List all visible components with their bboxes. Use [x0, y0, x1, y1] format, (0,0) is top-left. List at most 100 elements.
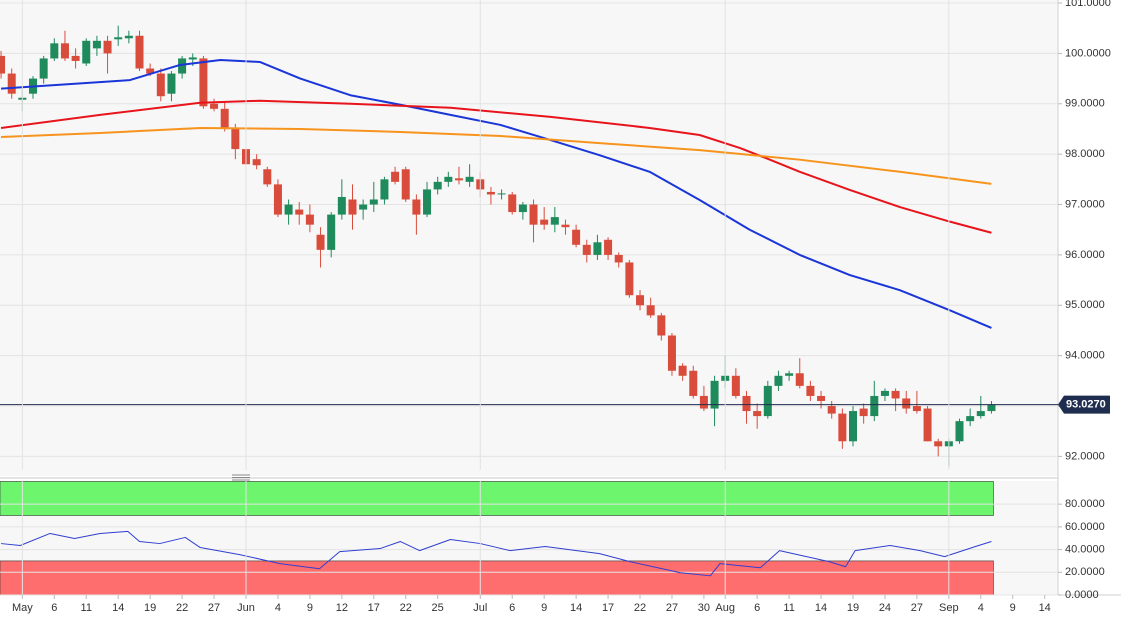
resize-handle[interactable]	[232, 474, 250, 481]
candle-body	[220, 108, 229, 129]
x-tick-label: 27	[911, 602, 923, 614]
candle-body	[785, 373, 794, 376]
candle-body	[146, 68, 155, 74]
x-tick-label: 17	[368, 602, 380, 614]
candle-body	[380, 179, 389, 200]
x-tick-label: Jun	[237, 602, 255, 614]
candle-body	[156, 73, 165, 97]
candle-body	[167, 73, 176, 94]
candle-body	[135, 35, 144, 69]
y-tick-label: 60.0000	[1065, 521, 1105, 533]
candle-body	[518, 204, 527, 213]
candle-body	[50, 43, 59, 59]
y-tick-label: 92.0000	[1065, 450, 1105, 462]
candle-body	[433, 181, 442, 190]
candle-body	[678, 365, 687, 376]
candle-body	[731, 375, 740, 396]
candle-body	[976, 411, 985, 417]
y-tick-label: 98.0000	[1065, 148, 1105, 160]
candle-body	[103, 40, 112, 54]
candle-body	[337, 196, 346, 215]
x-tick-label: 14	[112, 602, 124, 614]
candle-body	[550, 217, 559, 225]
y-tick-label: 99.0000	[1065, 98, 1105, 110]
candle-body	[7, 73, 16, 94]
candle-body	[699, 395, 708, 409]
x-tick-label: 14	[570, 602, 582, 614]
candle-body	[763, 385, 772, 417]
candle-body	[82, 40, 91, 64]
candle-body	[188, 57, 197, 60]
candle-body	[987, 404, 996, 412]
candle-body	[806, 385, 815, 396]
candle-body	[870, 395, 879, 417]
candle-body	[593, 242, 602, 255]
candle-body	[572, 229, 581, 245]
y-tick-label: 95.0000	[1065, 299, 1105, 311]
candle-body	[891, 390, 900, 399]
candle-body	[124, 35, 133, 39]
candle-body	[92, 40, 101, 49]
x-tick-label: 4	[275, 602, 281, 614]
candle-body	[114, 37, 123, 40]
y-tick-label: 100.0000	[1065, 47, 1111, 59]
candle-body	[561, 224, 570, 228]
candle-body	[508, 194, 517, 213]
line	[0, 99, 992, 234]
x-tick-label: 14	[1039, 602, 1051, 614]
candle-body	[497, 193, 506, 195]
line	[0, 58, 992, 329]
last-price-tag	[1058, 395, 1110, 414]
x-tick-label: 30	[698, 602, 710, 614]
zone	[0, 481, 994, 516]
y-tick-label: 40.0000	[1065, 543, 1105, 555]
candle-body	[60, 43, 69, 59]
x-tick-label: 6	[509, 602, 515, 614]
candle-body	[0, 55, 6, 74]
candle-body	[465, 176, 474, 182]
x-tick-label: Sep	[939, 602, 959, 614]
candle-body	[849, 411, 858, 442]
y-tick-label: 0.0000	[1065, 589, 1099, 601]
candle-body	[295, 209, 304, 215]
candle-body	[966, 416, 975, 422]
x-tick-label: Jul	[473, 602, 487, 614]
candle-body	[582, 244, 591, 255]
candle-body	[827, 406, 836, 414]
candle-body	[934, 441, 943, 447]
candle-body	[284, 204, 293, 215]
x-tick-label: 6	[754, 602, 760, 614]
candle-body	[305, 214, 314, 225]
candle-body	[359, 204, 368, 210]
candle-body	[923, 408, 932, 442]
candle-body	[412, 199, 421, 215]
candle-body	[401, 169, 410, 200]
x-tick-label: 17	[602, 602, 614, 614]
x-tick-label: 12	[336, 602, 348, 614]
candle-body	[880, 390, 889, 396]
last-price-label: 93.0270	[1066, 399, 1106, 411]
candle-body	[486, 191, 495, 195]
x-tick-label: 14	[815, 602, 827, 614]
y-tick-label: 101.0000	[1065, 0, 1111, 9]
candle-body	[423, 189, 432, 215]
candle-body	[859, 408, 868, 417]
line	[1, 530, 992, 577]
x-tick-label: Aug	[715, 602, 735, 614]
candle-body	[39, 58, 48, 79]
y-tick-label: 94.0000	[1065, 350, 1105, 362]
candle-body	[625, 262, 634, 296]
candle-body	[689, 370, 698, 396]
candle-body	[742, 395, 751, 412]
x-tick-label: 19	[847, 602, 859, 614]
x-tick-label: 22	[176, 602, 188, 614]
candle-body	[817, 395, 826, 401]
candle-body	[444, 176, 453, 182]
y-tick-label: 20.0000	[1065, 566, 1105, 578]
y-tick-label: 80.0000	[1065, 498, 1105, 510]
candle-body	[604, 239, 613, 255]
x-tick-label: 27	[666, 602, 678, 614]
x-tick-label: 19	[144, 602, 156, 614]
candle-body	[348, 199, 357, 215]
